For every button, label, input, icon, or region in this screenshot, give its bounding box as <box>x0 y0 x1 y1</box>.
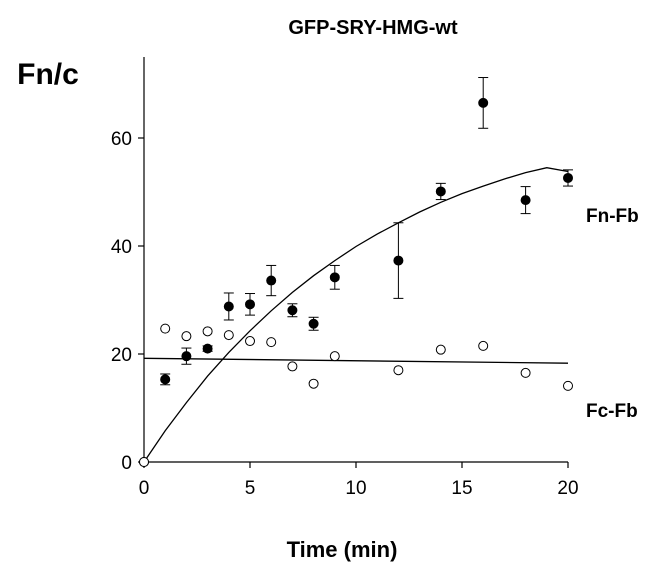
data-point <box>563 380 573 391</box>
y-tick-label: 40 <box>111 237 132 258</box>
x-tick-label: 0 <box>139 478 150 499</box>
y-ticks: 0 20 40 60 <box>111 129 144 474</box>
y-tick-label: 60 <box>111 129 132 150</box>
data-point <box>520 195 531 206</box>
data-point <box>329 272 340 283</box>
data-point <box>287 305 298 316</box>
data-point <box>393 255 404 266</box>
x-ticks: 0 5 10 15 20 <box>139 462 579 499</box>
x-tick-label: 5 <box>245 478 256 499</box>
data-point <box>202 343 213 354</box>
data-point <box>308 378 319 389</box>
x-axis-label: Time (min) <box>287 537 398 562</box>
data-point <box>223 301 234 312</box>
fit-curve-fn-fb <box>143 167 569 463</box>
y-axis-label: Fn/c <box>17 58 79 91</box>
data-point <box>478 340 489 351</box>
data-point <box>287 361 298 372</box>
data-point <box>266 337 277 348</box>
data-point <box>520 367 531 378</box>
data-point <box>181 331 192 342</box>
y-tick-label: 20 <box>111 345 132 366</box>
data-point <box>139 457 149 467</box>
error-bars-fn-fb <box>160 77 573 386</box>
data-point <box>478 97 489 108</box>
x-tick-label: 15 <box>451 478 472 499</box>
fit-line-fc-fb <box>143 357 569 364</box>
data-point <box>245 336 255 347</box>
x-tick-label: 10 <box>345 478 366 499</box>
y-tick-label: 0 <box>121 453 132 474</box>
data-point <box>266 275 277 286</box>
data-point <box>563 172 573 183</box>
data-point <box>245 299 255 310</box>
data-point <box>393 365 404 376</box>
data-point <box>435 186 446 197</box>
series-label-fn-fb: Fn-Fb <box>586 206 639 227</box>
data-point <box>329 351 340 362</box>
series-fc-fb <box>139 323 573 467</box>
x-tick-label: 20 <box>557 478 578 499</box>
data-point <box>223 330 234 341</box>
series-label-fc-fb: Fc-Fb <box>586 401 638 422</box>
chart-title: GFP-SRY-HMG-wt <box>288 17 458 39</box>
data-point <box>308 318 319 329</box>
data-point <box>202 326 213 337</box>
data-point <box>160 374 171 385</box>
series-fn-fb <box>139 97 573 467</box>
data-point <box>435 344 446 355</box>
data-point <box>181 351 192 362</box>
data-point <box>160 323 171 334</box>
